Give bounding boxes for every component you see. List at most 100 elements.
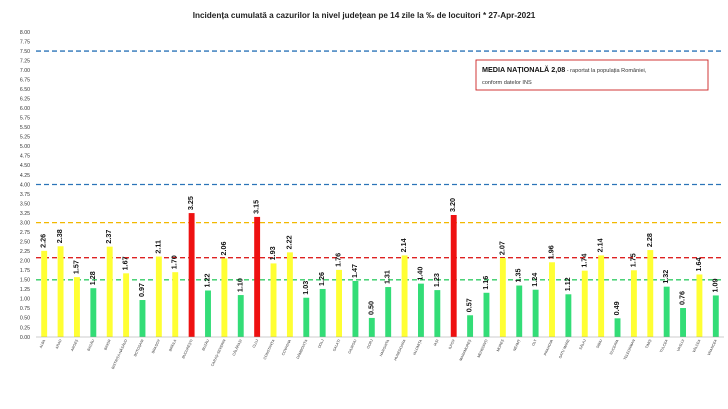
- bar: [155, 256, 162, 337]
- y-tick-label: 5.75: [20, 116, 30, 122]
- category-label: BISTRIȚA-NĂSĂUD: [111, 338, 128, 369]
- bar: [401, 255, 408, 337]
- bar: [712, 295, 719, 337]
- value-label: 2.37: [104, 230, 113, 244]
- y-tick-label: 3.50: [20, 201, 30, 207]
- value-label: 1.10: [235, 278, 244, 292]
- category-label: GORJ: [366, 339, 374, 350]
- threshold-lines: [36, 50, 724, 281]
- bar: [172, 272, 179, 337]
- value-label: 1.35: [514, 269, 523, 283]
- category-label: BIHOR: [103, 338, 112, 350]
- bar: [303, 297, 310, 337]
- national-average-note: MEDIA NAȚIONALĂ 2,08 - raportat la popul…: [475, 59, 709, 91]
- y-tick-label: 3.00: [20, 220, 30, 226]
- bar: [581, 270, 588, 337]
- category-label: BRAȘOV: [151, 338, 161, 354]
- y-tick-label: 5.50: [20, 125, 30, 131]
- bar: [139, 300, 146, 337]
- bar: [221, 258, 228, 337]
- value-label: 1.22: [203, 273, 212, 287]
- y-tick-label: 0.00: [20, 335, 30, 341]
- y-tick-label: 1.50: [20, 278, 30, 284]
- category-label: ARAD: [55, 338, 63, 349]
- y-tick-label: 4.50: [20, 163, 30, 169]
- category-label: HARGHITA: [379, 338, 391, 357]
- bar: [90, 288, 97, 337]
- value-label: 1.93: [268, 246, 277, 260]
- bar: [467, 315, 474, 337]
- note-line-1: MEDIA NAȚIONALĂ 2,08 - raportat la popul…: [482, 65, 647, 74]
- value-label: 1.75: [628, 253, 637, 267]
- value-label: 2.22: [284, 235, 293, 249]
- category-label: GALAȚI: [332, 339, 341, 352]
- y-tick-label: 6.25: [20, 97, 30, 103]
- value-label: 0.76: [678, 291, 687, 305]
- bar: [565, 294, 572, 337]
- value-label: 0.97: [137, 283, 146, 297]
- category-label: TULCEA: [659, 338, 669, 353]
- y-tick-label: 2.25: [20, 249, 30, 255]
- category-label: CARAȘ-SEVERIN: [210, 338, 226, 367]
- bar: [336, 269, 342, 337]
- value-label: 2.38: [55, 229, 64, 243]
- value-label: 0.49: [612, 301, 621, 315]
- value-label: 1.96: [547, 245, 556, 259]
- bar: [663, 286, 670, 337]
- category-label: GIURGIU: [347, 338, 357, 354]
- note-strong: MEDIA NAȚIONALĂ 2,08: [482, 65, 565, 74]
- y-tick-label: 8.00: [20, 30, 30, 36]
- value-label: 1.47: [350, 264, 359, 278]
- value-label: 0.50: [366, 301, 375, 315]
- bar: [680, 308, 686, 337]
- y-tick-label: 0.75: [20, 306, 30, 312]
- bar: [237, 295, 244, 337]
- category-label: BUZĂU: [201, 338, 210, 351]
- value-label: 1.70: [170, 255, 179, 269]
- category-label: IAȘI: [433, 339, 439, 347]
- y-tick-label: 7.00: [20, 68, 30, 74]
- bar: [532, 289, 539, 337]
- category-label: ARGEȘ: [70, 338, 79, 352]
- bar: [368, 317, 375, 337]
- category-label: CONSTANȚA: [263, 338, 276, 360]
- y-tick-label: 2.75: [20, 230, 30, 236]
- value-label: 1.76: [334, 253, 343, 267]
- value-label: 1.57: [71, 260, 80, 274]
- y-tick-label: 4.00: [20, 182, 30, 188]
- bar: [205, 290, 211, 337]
- value-label: 1.23: [432, 273, 441, 287]
- bar: [630, 270, 637, 337]
- value-label: 1.31: [383, 270, 392, 284]
- value-label: 1.64: [694, 257, 703, 271]
- category-label: BACĂU: [87, 338, 96, 351]
- category-label: MUREȘ: [496, 338, 505, 352]
- category-label: NEAMȚ: [512, 338, 521, 352]
- bar-series: [41, 213, 719, 337]
- category-label: TIMIȘ: [645, 338, 653, 349]
- value-label: 2.06: [219, 241, 228, 255]
- value-label: 3.15: [252, 200, 261, 214]
- bar: [418, 283, 424, 337]
- y-tick-label: 6.50: [20, 87, 30, 93]
- value-label: 2.07: [497, 241, 506, 255]
- category-label: VASLUI: [676, 339, 685, 352]
- value-label: 2.14: [596, 238, 605, 252]
- value-label: 1.24: [530, 273, 539, 287]
- bar: [57, 246, 64, 337]
- value-labels: 2.26 2.38 1.57 1.28 2.37 1.67 0.97 2.11 1.70 3.25…: [39, 196, 720, 315]
- value-label: 1.40: [415, 267, 424, 281]
- category-label: CLUJ: [252, 339, 260, 349]
- bar: [286, 252, 293, 337]
- value-label: 2.11: [153, 240, 162, 254]
- bar: [385, 287, 392, 337]
- y-tick-label: 0.25: [20, 325, 30, 331]
- category-label: HUNEDOARA: [393, 338, 407, 361]
- bar: [647, 250, 654, 337]
- value-label: 1.03: [301, 281, 310, 295]
- bar: [450, 215, 457, 337]
- value-label: 2.28: [645, 233, 654, 247]
- y-tick-label: 1.75: [20, 268, 30, 274]
- category-label: COVASNA: [281, 338, 292, 356]
- category-label: MEHEDINȚI: [477, 339, 489, 359]
